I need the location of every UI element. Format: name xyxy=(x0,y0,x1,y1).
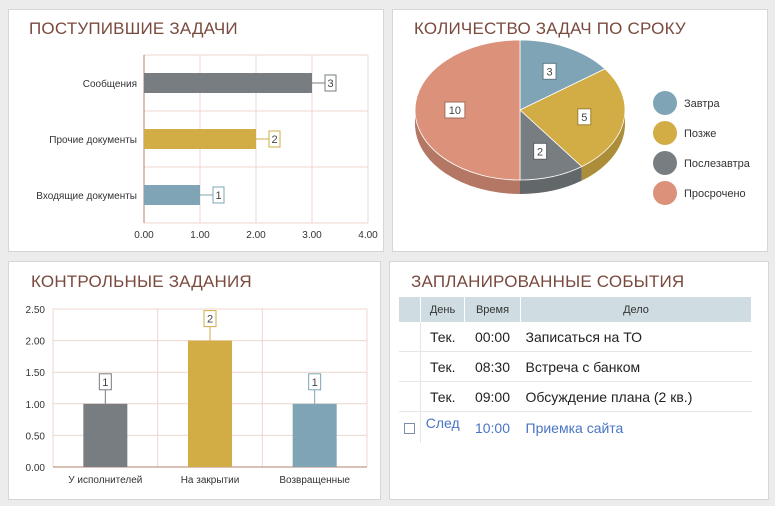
row-task: Приемка сайта xyxy=(525,419,624,436)
row-selector[interactable] xyxy=(399,411,421,443)
row-selector[interactable] xyxy=(399,381,421,412)
legend-label: Позже xyxy=(684,128,716,140)
row-task: Обсуждение плана (2 кв.) xyxy=(520,381,752,412)
row-time: 00:00 xyxy=(464,322,521,352)
row-time: 08:30 xyxy=(464,351,521,382)
bar xyxy=(83,403,128,467)
row-selector[interactable] xyxy=(399,322,421,352)
data-label-box xyxy=(268,130,281,148)
y-category-label: Входящие документы xyxy=(36,191,137,202)
legend-label: Просрочено xyxy=(684,188,746,200)
y-category-label: Сообщения xyxy=(83,78,137,90)
x-category-label: На закрытии xyxy=(181,475,240,486)
tasks-by-term-title: КОЛИЧЕСТВО ЗАДАЧ ПО СРОКУ xyxy=(414,19,686,38)
y-tick-label: 1.00 xyxy=(26,400,46,411)
table-row[interactable]: Тек. 00:00 Записаться на ТО xyxy=(399,322,752,352)
table-row[interactable]: Тек. 08:30 Встреча с банком xyxy=(399,351,752,382)
data-label-box xyxy=(203,310,217,328)
tasks-by-term-panel: КОЛИЧЕСТВО ЗАДАЧ ПО СРОКУ 3 5 2 10 Завтра Поз… xyxy=(392,9,768,252)
pie-slice xyxy=(519,68,626,168)
x-category-label: Возвращенные xyxy=(279,475,350,486)
row-time: 09:00 xyxy=(464,381,521,412)
y-category-label: Прочие документы xyxy=(49,135,137,146)
x-tick-label: 2.00 xyxy=(246,230,266,241)
data-label: 2 xyxy=(271,134,277,146)
row-task: Встреча с банком xyxy=(520,351,752,382)
legend-label: Завтра xyxy=(684,98,721,110)
row-task: Записаться на ТО xyxy=(520,322,752,352)
row-day: Тек. xyxy=(420,322,465,352)
legend-marker xyxy=(653,181,677,205)
row-day: Тек. xyxy=(420,351,465,382)
slice-label: 5 xyxy=(581,112,587,124)
slice-label: 3 xyxy=(546,66,552,78)
slice-label-box xyxy=(444,101,466,119)
x-tick-label: 1.00 xyxy=(190,230,210,241)
data-label: 1 xyxy=(102,377,108,389)
select-column-header xyxy=(399,297,421,322)
data-label-box xyxy=(324,74,337,92)
y-tick-label: 2.50 xyxy=(26,305,46,316)
scheduled-events-title: ЗАПЛАНИРОВАННЫЕ СОБЫТИЯ xyxy=(411,272,685,291)
control-tasks-title: КОНТРОЛЬНЫЕ ЗАДАНИЯ xyxy=(31,272,252,291)
day-column-header[interactable]: День xyxy=(420,297,465,322)
control-tasks-panel: КОНТРОЛЬНЫЕ ЗАДАНИЯ 0.00 0.50 1.00 1.50 2.00… xyxy=(8,261,381,500)
slice-label-box xyxy=(577,108,592,126)
task-column-header[interactable]: Дело xyxy=(520,297,752,322)
bar xyxy=(292,403,337,467)
data-label: 3 xyxy=(327,78,333,90)
table-row[interactable]: Тек. 09:00 Обсуждение плана (2 кв.) xyxy=(399,381,752,412)
data-label: 1 xyxy=(312,377,318,389)
x-tick-label: 0.00 xyxy=(134,230,154,241)
y-tick-label: 1.50 xyxy=(26,368,46,379)
tasks-by-term-chart: 3 5 2 10 Завтра Позже Послезавтра Просрочено xyxy=(414,39,751,205)
slice-label-box xyxy=(533,142,548,160)
row-day: След xyxy=(425,415,460,431)
data-label-box xyxy=(308,373,322,391)
scheduled-events-panel: ЗАПЛАНИРОВАННЫЕ СОБЫТИЯ День Время Дело … xyxy=(389,261,769,500)
bar xyxy=(188,340,232,467)
data-label-box xyxy=(98,373,112,391)
slice-side xyxy=(581,110,625,181)
slice-label: 2 xyxy=(537,146,543,158)
next-event-row[interactable]: След 10:00 Приемка сайта xyxy=(399,411,752,443)
events-table: День Время Дело Тек. 00:00 Записаться на… xyxy=(399,297,752,443)
data-label: 2 xyxy=(207,314,213,326)
legend-label: Послезавтра xyxy=(684,158,751,170)
time-column-header[interactable]: Время xyxy=(464,297,521,322)
row-time: 10:00 xyxy=(474,419,511,436)
row-selector[interactable] xyxy=(399,351,421,382)
slice-label-box xyxy=(542,62,557,80)
control-tasks-chart: 0.00 0.50 1.00 1.50 2.00 2.50 1 У исполнителей 2… xyxy=(26,305,368,486)
y-tick-label: 2.00 xyxy=(26,337,46,348)
slice-label: 10 xyxy=(449,105,461,117)
incoming-tasks-title: ПОСТУПИВШИЕ ЗАДАЧИ xyxy=(29,19,238,38)
expand-checkbox[interactable] xyxy=(404,423,415,435)
x-tick-label: 3.00 xyxy=(302,230,322,241)
row-day: Тек. xyxy=(420,381,465,412)
y-tick-label: 0.50 xyxy=(26,431,46,442)
legend-marker xyxy=(653,121,677,145)
pie-slice xyxy=(519,39,606,111)
legend-marker xyxy=(653,151,677,175)
bar xyxy=(144,129,256,149)
legend-marker xyxy=(653,91,677,115)
slice-side xyxy=(520,166,582,194)
bar xyxy=(144,185,200,205)
pie-slice xyxy=(414,39,521,181)
y-tick-label: 0.00 xyxy=(26,463,46,474)
data-label: 1 xyxy=(215,190,221,202)
data-label-box xyxy=(212,186,225,204)
incoming-tasks-panel: ПОСТУПИВШИЕ ЗАДАЧИ 0.00 1.00 2.00 3.00 4.00 С… xyxy=(8,9,384,252)
incoming-tasks-chart: 0.00 1.00 2.00 3.00 4.00 Сообщения 3 Прочие док… xyxy=(36,54,378,241)
bar xyxy=(144,73,312,93)
events-table-header: День Время Дело xyxy=(399,297,752,322)
x-category-label: У исполнителей xyxy=(68,475,142,486)
x-tick-label: 4.00 xyxy=(358,230,378,241)
